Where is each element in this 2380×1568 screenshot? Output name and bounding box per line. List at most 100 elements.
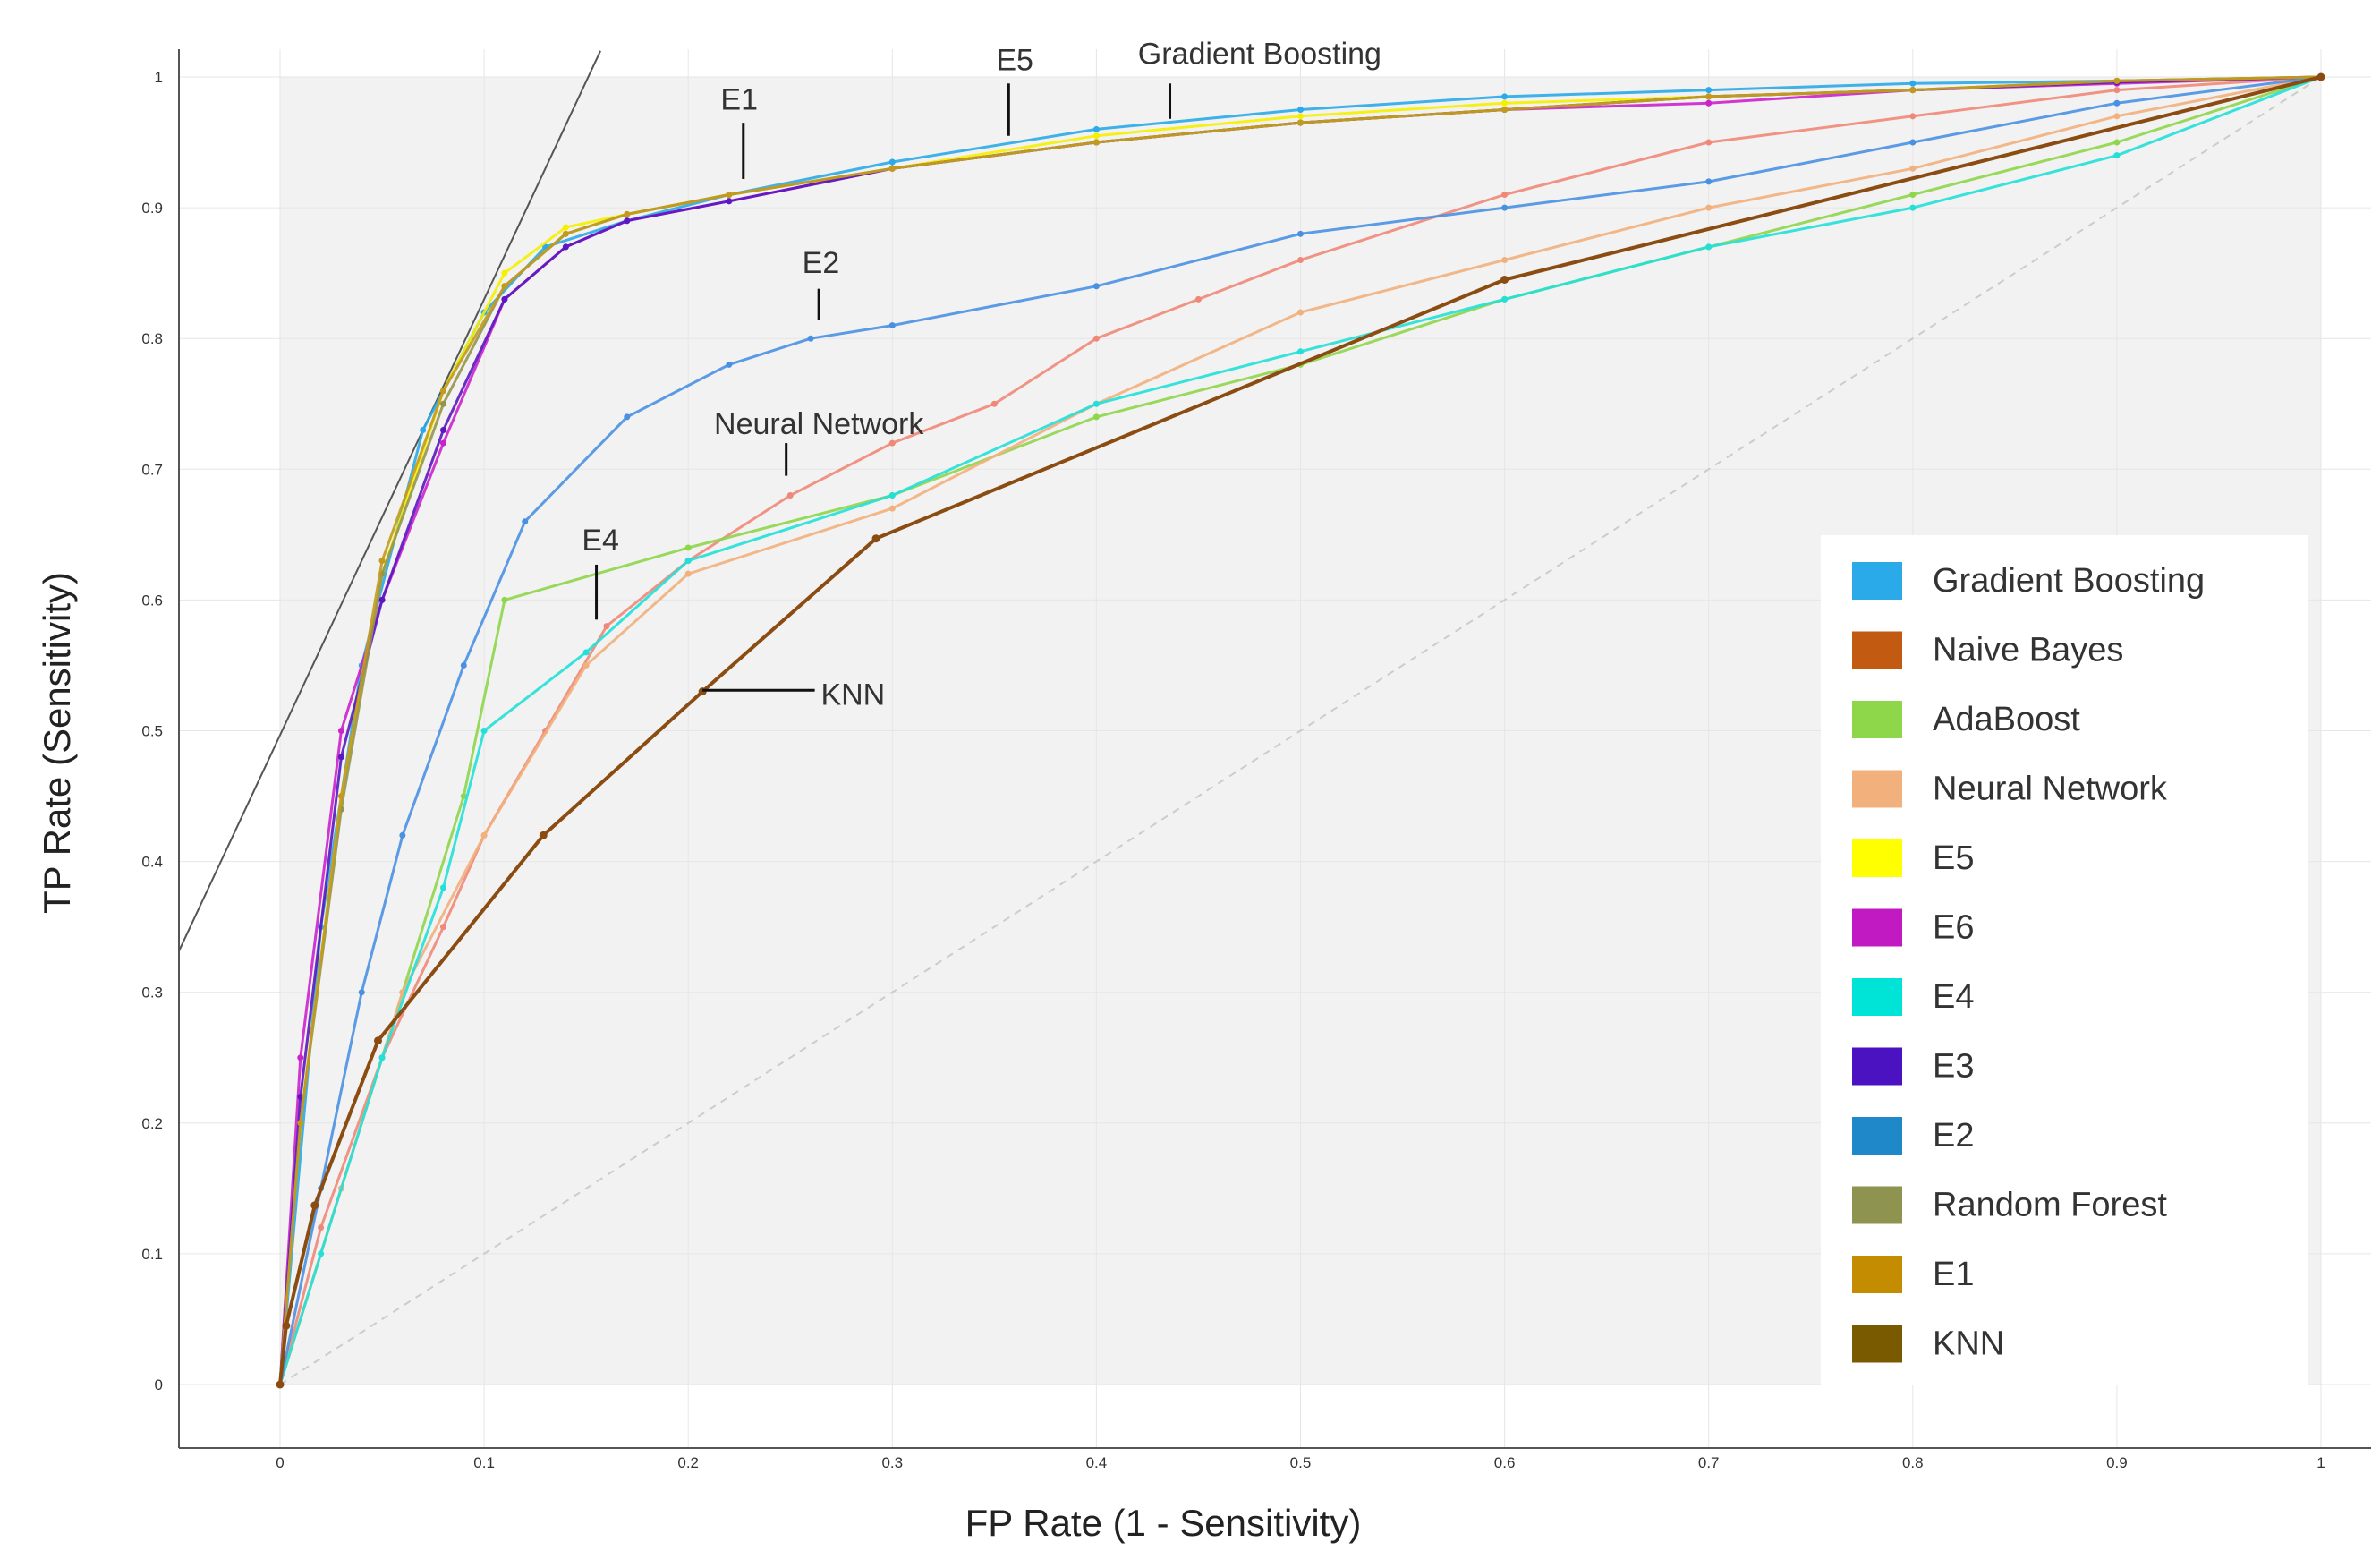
series-point-adaboost bbox=[684, 544, 692, 551]
series-point-gradient-boosting bbox=[1501, 93, 1509, 100]
series-point-e1 bbox=[439, 388, 446, 395]
series-point-e2 bbox=[522, 518, 529, 525]
series-point-e6 bbox=[1705, 99, 1713, 107]
series-point-knn bbox=[871, 534, 880, 543]
series-point-e1 bbox=[1092, 139, 1100, 146]
legend-swatch-neural-network bbox=[1852, 770, 1902, 808]
legend-swatch-naive-bayes bbox=[1852, 631, 1902, 669]
y-tick-label: 0.9 bbox=[141, 200, 163, 217]
series-point-e4 bbox=[318, 1250, 325, 1257]
legend-swatch-knn bbox=[1852, 1325, 1902, 1363]
series-point-adaboost bbox=[501, 596, 508, 603]
legend-label-gradient-boosting: Gradient Boosting bbox=[1933, 562, 2205, 600]
series-point-e6 bbox=[439, 439, 446, 447]
series-point-naive-bayes bbox=[318, 1224, 325, 1231]
series-point-e1 bbox=[1705, 93, 1713, 100]
series-point-e3 bbox=[726, 198, 733, 205]
series-point-e2 bbox=[888, 322, 896, 329]
chance-diagonal-line bbox=[279, 76, 2322, 1385]
legend-swatch-e1 bbox=[1852, 1256, 1902, 1293]
x-tick-label: 0.7 bbox=[1698, 1454, 1720, 1471]
series-point-e2 bbox=[358, 989, 365, 996]
series-point-naive-bayes bbox=[1501, 191, 1509, 198]
legend-swatch-adaboost bbox=[1852, 701, 1902, 738]
series-point-neural-network bbox=[684, 570, 692, 577]
annotation-e2: E2 bbox=[803, 246, 840, 280]
series-point-naive-bayes bbox=[990, 400, 998, 407]
series-point-e1 bbox=[726, 191, 733, 198]
series-point-e4 bbox=[1501, 295, 1509, 303]
series-point-naive-bayes bbox=[2113, 87, 2121, 94]
series-point-e2 bbox=[460, 661, 467, 669]
series-point-e6 bbox=[297, 1054, 304, 1061]
annotation-e4: E4 bbox=[582, 524, 619, 558]
series-point-e2 bbox=[1297, 230, 1304, 237]
x-tick-label: 0 bbox=[276, 1454, 284, 1471]
series-point-e2 bbox=[2113, 99, 2121, 107]
series-point-e2 bbox=[399, 831, 406, 839]
series-point-neural-network bbox=[1909, 165, 1917, 172]
series-point-neural-network bbox=[1705, 204, 1713, 211]
series-point-e1 bbox=[297, 1120, 304, 1127]
series-point-e5 bbox=[1297, 113, 1304, 120]
legend-swatch-e2 bbox=[1852, 1117, 1902, 1155]
series-point-knn bbox=[282, 1321, 291, 1330]
annotation-e1: E1 bbox=[720, 83, 758, 117]
series-point-e1 bbox=[1297, 119, 1304, 126]
series-point-e4 bbox=[1092, 400, 1100, 407]
series-point-neural-network bbox=[582, 661, 590, 669]
annotation-gradient-boosting: Gradient Boosting bbox=[1138, 37, 1381, 71]
series-point-neural-network bbox=[480, 831, 488, 839]
y-tick-label: 0.3 bbox=[141, 984, 163, 1001]
legend-label-adaboost: AdaBoost bbox=[1933, 701, 2080, 738]
x-tick-label: 0.3 bbox=[881, 1454, 903, 1471]
series-point-gradient-boosting bbox=[1705, 87, 1713, 94]
x-tick-label: 0.2 bbox=[677, 1454, 699, 1471]
series-point-knn bbox=[2316, 72, 2325, 81]
series-point-e3 bbox=[297, 1094, 304, 1101]
series-point-naive-bayes bbox=[439, 924, 446, 931]
legend-label-naive-bayes: Naive Bayes bbox=[1933, 632, 2123, 669]
series-point-e1 bbox=[337, 793, 344, 800]
legend-label-random-forest: Random Forest bbox=[1933, 1187, 2167, 1224]
series-point-e1 bbox=[562, 230, 569, 237]
series-point-e3 bbox=[337, 754, 344, 761]
annotation-knn: KNN bbox=[820, 677, 885, 712]
series-point-e4 bbox=[378, 1054, 386, 1061]
series-point-e1 bbox=[888, 165, 896, 172]
series-point-naive-bayes bbox=[1092, 335, 1100, 342]
series-point-e4 bbox=[888, 492, 896, 499]
clipped-layer bbox=[179, 50, 2325, 1389]
annotation-e5: E5 bbox=[996, 44, 1033, 78]
series-point-e4 bbox=[1909, 204, 1917, 211]
series-point-e3 bbox=[439, 426, 446, 433]
series-point-e1 bbox=[1501, 107, 1509, 114]
series-point-e4 bbox=[1705, 243, 1713, 251]
series-point-e2 bbox=[624, 413, 631, 421]
series-point-e4 bbox=[2113, 152, 2121, 159]
series-point-e1 bbox=[1909, 87, 1917, 94]
series-point-e2 bbox=[1705, 178, 1713, 185]
legend-label-neural-network: Neural Network bbox=[1933, 771, 2168, 808]
legend-swatch-e3 bbox=[1852, 1047, 1902, 1086]
series-point-naive-bayes bbox=[1194, 295, 1202, 303]
series-point-naive-bayes bbox=[786, 492, 794, 499]
legend-swatch-e5 bbox=[1852, 839, 1902, 877]
x-tick-label: 0.4 bbox=[1086, 1454, 1108, 1471]
series-point-neural-network bbox=[888, 505, 896, 512]
series-point-naive-bayes bbox=[1705, 139, 1713, 146]
y-tick-label: 0.8 bbox=[141, 330, 163, 347]
legend-label-e4: E4 bbox=[1933, 978, 1974, 1016]
y-tick-label: 0.1 bbox=[141, 1246, 163, 1263]
series-point-random-forest bbox=[439, 400, 446, 407]
legend-swatch-gradient-boosting bbox=[1852, 562, 1902, 600]
y-tick-label: 0.6 bbox=[141, 592, 163, 609]
y-tick-label: 0.7 bbox=[141, 461, 163, 478]
series-point-knn bbox=[539, 831, 548, 839]
x-tick-label: 1 bbox=[2316, 1454, 2325, 1471]
series-point-neural-network bbox=[1297, 309, 1304, 316]
series-point-e3 bbox=[501, 295, 508, 303]
legend-label-knn: KNN bbox=[1933, 1325, 2004, 1363]
y-axis-title: TP Rate (Sensitivity) bbox=[36, 572, 78, 914]
series-point-e3 bbox=[624, 217, 631, 225]
